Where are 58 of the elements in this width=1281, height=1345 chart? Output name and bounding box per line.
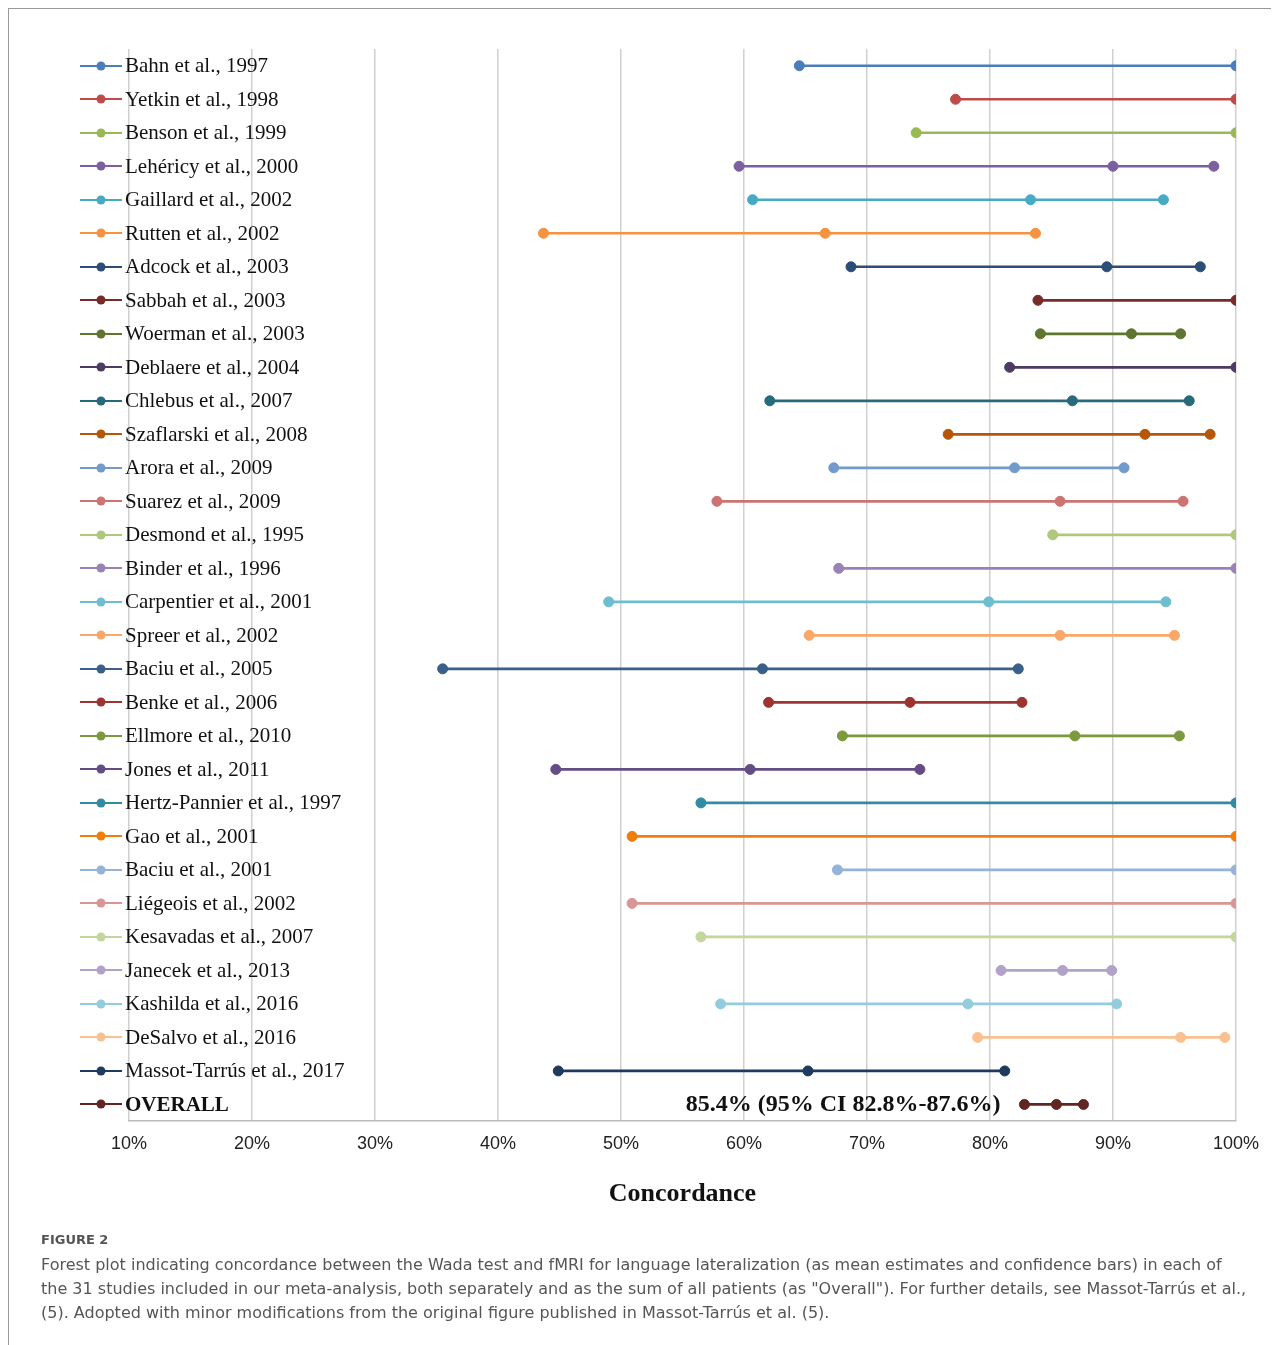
y-tick-label: Chlebus et al., 2007 [125, 388, 293, 414]
y-tick-label: Yetkin et al., 1998 [125, 86, 279, 112]
y-tick-label: Kesavadas et al., 2007 [125, 924, 314, 950]
y-tick-label: Benke et al., 2006 [125, 689, 278, 715]
x-tick-label: 80% [971, 1132, 1008, 1153]
point [831, 864, 843, 876]
y-tick-label: Rutten et al., 2002 [125, 220, 280, 246]
y-tick-label: Deblaere et al., 2004 [125, 354, 300, 380]
y-tick-label: Adcock et al., 2003 [125, 254, 289, 280]
y-tick-label: Baciu et al., 2005 [125, 656, 273, 682]
y-tick-label: Gaillard et al., 2002 [125, 187, 293, 213]
annotation: 85.4% (95% CI 82.8%-87.6%) [685, 1089, 1001, 1116]
point [695, 797, 707, 809]
y-tick-label: Arora et al., 2009 [125, 455, 273, 481]
x-tick-label: 40% [479, 1132, 517, 1153]
x-tick-label: 10% [110, 1132, 148, 1153]
y-tick-label: Binder et al., 1996 [125, 555, 281, 581]
y-tick-label: Kashilda et al., 2016 [125, 991, 299, 1017]
x-tick-label: 30% [356, 1132, 394, 1153]
text: Forest plot indicating concordance between the Wada test and fMRI for language lateralization (as mean estimates and confidence bars) in each of the 31 studies included in our meta-analysis, both separately and as the sum of all patients (as "Overall"). For further details, see Massot-Tarrús et al., (5). Adopted with minor modifications from the original figure published in Massot-Tarrús et al. (5). [41, 1254, 1248, 1324]
y-tick-label: Sabbah et al., 2003 [125, 287, 286, 313]
y-tick-label: Benson et al., 1999 [125, 120, 287, 146]
y-tick-label: Carpentier et al., 2001 [125, 589, 313, 615]
y-tick-label: Suarez et al., 2009 [125, 488, 281, 514]
point [626, 830, 638, 842]
y-tick-label: Woerman et al., 2003 [125, 321, 305, 347]
y-tick-label: Bahn et al., 1997 [125, 53, 268, 79]
point [626, 897, 638, 909]
y-tick-label: Janecek et al., 2013 [125, 957, 291, 983]
x-tick-label: 60% [725, 1132, 763, 1153]
y-tick-label: Liégeois et al., 2002 [125, 890, 296, 916]
x-tick-label: 20% [233, 1132, 271, 1153]
x-tick-label: 70% [848, 1132, 885, 1153]
y-tick-label: Baciu et al., 2001 [125, 857, 273, 883]
y-tick-label: Lehéricy et al., 2000 [125, 153, 299, 179]
y-tick-label: Spreer et al., 2002 [125, 622, 279, 648]
point [1047, 529, 1059, 541]
y-tick-label: Gao et al., 2001 [125, 823, 259, 849]
point [910, 127, 922, 139]
y-tick-label: OVERALL [125, 1091, 229, 1117]
point [950, 93, 962, 105]
y-tick-label: DeSalvo et al., 2016 [125, 1024, 296, 1050]
x-axis-title: Concordance [608, 1178, 757, 1208]
point [793, 60, 805, 72]
x-tick-label: 50% [602, 1132, 640, 1153]
y-tick-label: Szaflarski et al., 2008 [125, 421, 308, 447]
y-tick-label: Massot-Tarrús et al., 2017 [125, 1058, 345, 1084]
caption: FIGURE 2 [41, 1232, 110, 1247]
y-tick-label: Ellmore et al., 2010 [125, 723, 292, 749]
point [833, 562, 845, 574]
point [1032, 294, 1044, 306]
y-tick-label: Hertz-Pannier et al., 1997 [125, 790, 342, 816]
y-tick-label: Jones et al., 2011 [125, 756, 270, 782]
y-tick-label: Desmond et al., 1995 [125, 522, 305, 548]
x-tick-label: 100% [1212, 1132, 1259, 1153]
x-tick-label: 90% [1094, 1132, 1131, 1153]
point [1004, 361, 1016, 373]
point [695, 931, 707, 943]
